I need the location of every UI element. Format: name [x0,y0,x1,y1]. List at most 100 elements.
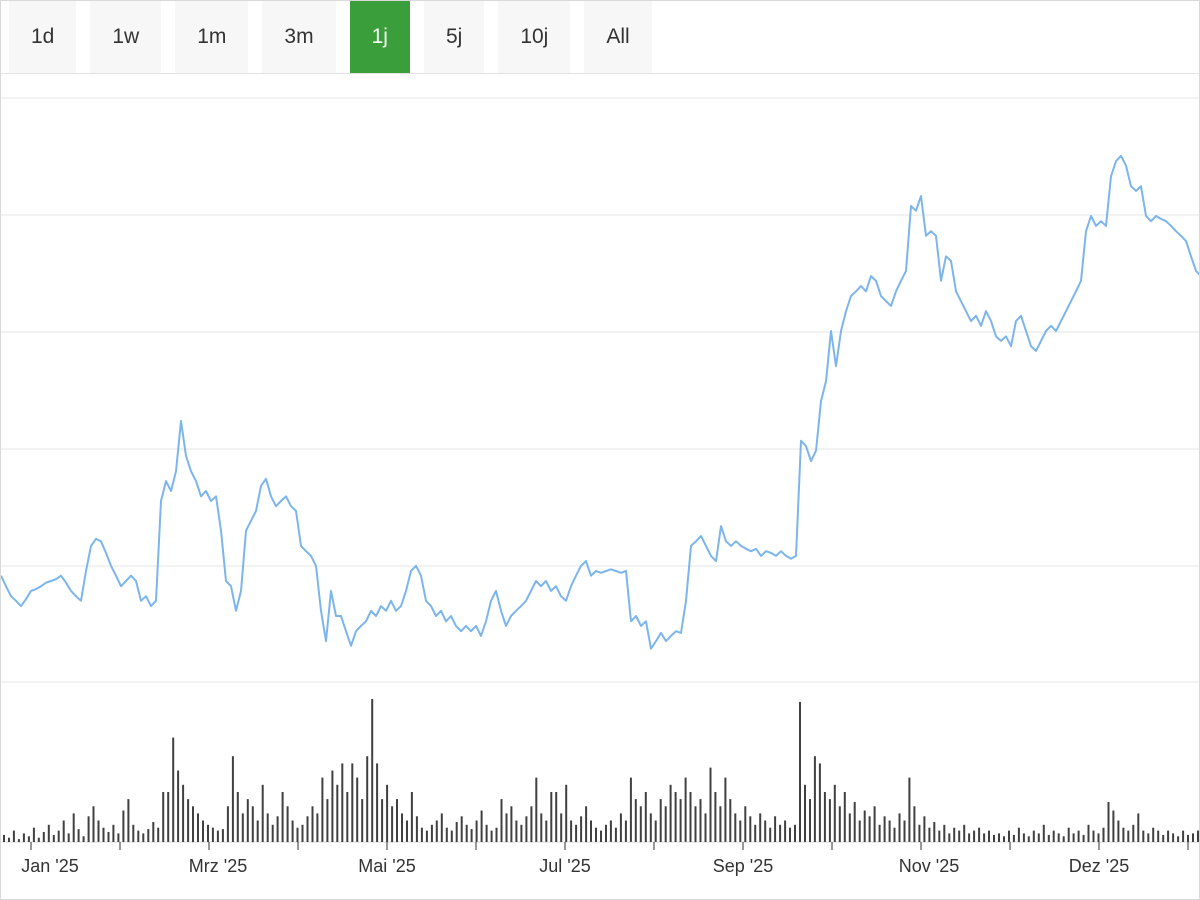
volume-bar [221,829,224,842]
volume-bar [1187,834,1189,842]
volume-bar [231,756,234,842]
volume-bar [784,820,787,842]
volume-bar [1152,827,1155,842]
volume-bar [281,792,284,842]
volume-bar [1107,802,1110,842]
volume-bar [873,806,876,843]
volume-bar [47,824,50,842]
volume-bar [435,820,438,842]
volume-bar [863,810,866,842]
range-button-10j[interactable]: 10j [498,1,571,73]
range-button-3m[interactable]: 3m [262,1,336,73]
volume-bar [1192,833,1194,842]
volume-bar [1157,830,1160,842]
volume-bar [465,824,468,842]
volume-bar [843,792,846,842]
volume-bar [689,792,692,842]
volume-bar [729,799,732,842]
volume-bar [664,806,667,843]
volume-bar [251,806,254,843]
volume-bar [908,777,911,842]
volume-bar [595,827,597,842]
volume-bar [1047,834,1050,842]
volume-bar [1062,836,1065,842]
volume-bar [1012,834,1015,842]
volume-bar [371,699,374,842]
volume-bar [893,827,896,842]
volume-bar [898,813,901,842]
range-button-all[interactable]: All [584,1,652,73]
volume-bar [172,737,175,842]
range-button-1w[interactable]: 1w [90,1,162,73]
volume-bar [420,827,423,842]
volume-bar [475,820,478,842]
volume-bar [580,816,583,842]
x-axis-label: Mrz '25 [189,856,247,876]
volume-bar [1132,824,1135,842]
volume-bar [868,816,871,842]
volume-bar [1057,833,1060,842]
volume-bar [605,824,607,842]
volume-bar [92,806,95,843]
volume-bar [530,806,533,843]
volume-bar [1087,824,1090,842]
volume-bar [1037,833,1040,842]
volume-bar [704,813,707,842]
volume-bar [823,792,826,842]
volume-bar [918,824,921,842]
volume-bar [1003,836,1005,842]
volume-bar [27,836,30,842]
volume-bar [818,763,821,842]
range-button-1d[interactable]: 1d [9,1,77,73]
volume-bar [619,813,622,842]
volume-bar [510,806,513,843]
volume-bar [1137,813,1140,842]
chart-canvas[interactable]: Jan '25 Mrz '25 Mai '25 Jul '25 Sep '25 Nov '… [1,74,1200,900]
volume-bar [555,792,558,842]
volume-bar [1022,833,1025,842]
volume-bar [187,799,190,842]
volume-bar [545,820,548,842]
volume-bar [694,806,697,843]
volume-bar [122,810,125,842]
volume-bar [614,827,617,842]
volume-bar [1117,820,1120,842]
volume-bar [246,799,249,842]
volume-bar [480,810,483,842]
volume-bar [157,827,160,842]
volume-bar [794,824,796,842]
price-volume-chart[interactable]: Jan '25 Mrz '25 Mai '25 Jul '25 Sep '25 Nov '… [1,74,1200,900]
volume-bar [311,806,314,843]
volume-bar [575,824,578,842]
volume-bar [1082,834,1085,842]
volume-bar [127,799,130,842]
volume-bar [197,813,199,842]
volume-bar [351,763,354,842]
volume-bar [366,756,369,842]
volume-bar [679,799,682,842]
range-button-1m[interactable]: 1m [175,1,249,73]
volume-bar [709,767,712,842]
volume-bar [470,829,473,842]
volume-bar [505,813,508,842]
range-button-1j[interactable]: 1j [349,1,410,73]
volume-bar [316,813,319,842]
volume-bar [296,827,299,842]
volume-bar [684,777,687,842]
volume-bar [321,777,324,842]
volume-bar [674,792,677,842]
volume-bar [639,806,642,843]
volume-bar [774,816,777,842]
volume-bar [858,820,861,842]
volume-bar [525,816,528,842]
x-axis-label: Jan '25 [21,856,78,876]
volume-bar [1172,833,1175,842]
volume-bar [57,830,60,842]
volume-bar [500,799,503,842]
volume-bar [590,820,592,842]
x-axis-label: Mai '25 [358,856,415,876]
volume-bar [32,827,35,842]
range-button-5j[interactable]: 5j [423,1,485,73]
volume-bar [236,792,239,842]
